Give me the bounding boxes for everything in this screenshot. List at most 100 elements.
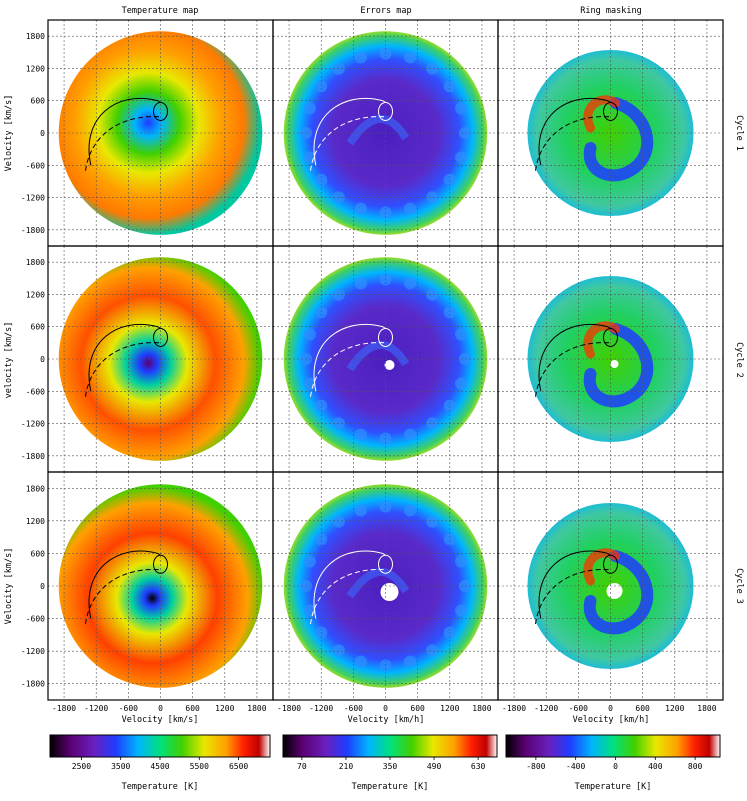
x-tick-label: 0 (158, 704, 163, 713)
row-title-cycle-1: Cycle 1 (734, 115, 744, 151)
colorbar-tick-label: 2500 (72, 762, 91, 771)
colorbar-tick-label: 4500 (150, 762, 169, 771)
error-spot (332, 288, 345, 301)
error-spot (354, 202, 367, 215)
error-spot (426, 62, 439, 75)
colorbar-label: Temperature [K] (575, 782, 652, 792)
colorbar-tick-label: -400 (566, 762, 585, 771)
x-tick-label: 0 (608, 704, 613, 713)
y-tick-labels: -1800 -1200 -600 0 600 1200 1800 -1800 -1200 -600… (21, 32, 45, 689)
colorbar-tick-label: 6500 (229, 762, 248, 771)
colorbar-2: 70 210 350 490 630 Temperature [K] (282, 734, 498, 792)
keplerian-stream-line (310, 342, 386, 397)
map-panel-r1-c2 (272, 19, 499, 247)
colorbar-tick-label: 800 (688, 762, 703, 771)
y-tick-label: 0 (40, 582, 45, 591)
column-title-temperature: Temperature map (122, 6, 199, 16)
map-panel-r2-c3 (497, 245, 724, 473)
y-tick-label: -1200 (21, 194, 45, 203)
keplerian-stream-line (310, 116, 386, 171)
x-tick-label: -600 (119, 704, 138, 713)
y-axis-label-row-2: velocity [km/s] (4, 322, 14, 399)
x-tick-label: 0 (383, 704, 388, 713)
error-spot (426, 417, 439, 430)
ballistic-stream-line (88, 550, 161, 619)
error-spot (354, 277, 367, 290)
y-tick-label: 0 (40, 129, 45, 138)
masked-region (384, 360, 395, 370)
y-axis-label-row-3: Velocity [km/s] (4, 548, 14, 625)
colorbar-tick-label: 210 (339, 762, 354, 771)
colorbar-3: -800 -400 0 400 800 Temperature [K] (505, 734, 721, 792)
column-title-errors: Errors map (360, 6, 411, 16)
error-spot (404, 277, 417, 290)
error-spot (455, 102, 468, 115)
y-tick-label: 1200 (26, 64, 45, 73)
cold-spiral-arm (583, 550, 654, 635)
error-spot (303, 102, 316, 115)
x-axis-label-col-3: Velocity [km/h] (573, 715, 650, 725)
error-spot (404, 428, 417, 441)
colorbar-gradient (282, 734, 498, 758)
error-spot (458, 580, 471, 592)
error-spot (332, 62, 345, 75)
colorbar-tick-label: 400 (648, 762, 663, 771)
error-spiral (346, 115, 410, 146)
ballistic-stream-line (313, 97, 386, 166)
x-tick-labels: -1800 -1200 -600 0 600 1200 1800 -1800 -1200 -600… (52, 704, 717, 713)
colorbar-tick-label: 70 (297, 762, 307, 771)
ballistic-stream-line (538, 97, 611, 166)
error-spot (443, 399, 456, 412)
error-spot (455, 555, 468, 568)
keplerian-stream-line (85, 342, 161, 397)
x-tick-label: -1200 (309, 704, 333, 713)
panel-frame (497, 471, 724, 701)
error-spot (426, 515, 439, 528)
error-spot (315, 173, 328, 186)
colorbar-tick-label: 630 (471, 762, 486, 771)
error-spot (443, 533, 456, 546)
ballistic-stream-line (538, 550, 611, 619)
error-spot (458, 127, 471, 139)
map-panel-r2-c1 (47, 245, 274, 473)
x-tick-label: 1800 (247, 704, 266, 713)
error-spot (354, 655, 367, 668)
masked-region (380, 583, 399, 601)
error-spot (455, 604, 468, 617)
error-spot (426, 644, 439, 657)
keplerian-stream-line (535, 569, 611, 625)
error-spot (332, 644, 345, 657)
error-spot (332, 515, 345, 528)
error-spot (332, 417, 345, 430)
y-tick-label: 1800 (26, 258, 45, 267)
y-axis-label-row-1: Velocity [km/s] (4, 95, 14, 172)
y-axis-labels: Velocity [km/s] velocity [km/s] Velocity… (4, 95, 14, 625)
error-spot (426, 191, 439, 204)
error-spot (315, 80, 328, 93)
colorbar-gradient (49, 734, 271, 758)
ballistic-stream-line (88, 97, 161, 166)
error-spot (315, 306, 328, 319)
x-tick-label: -1800 (277, 704, 301, 713)
error-spot (404, 202, 417, 215)
map-panel-r2-c2 (272, 245, 499, 473)
x-tick-label: -600 (569, 704, 588, 713)
error-spot (354, 504, 367, 517)
x-axis-labels: Velocity [km/s] Velocity [km/h] Velocity… (122, 715, 650, 725)
keplerian-stream-line (85, 569, 161, 625)
colorbar-tick-label: 5500 (190, 762, 209, 771)
x-tick-label: 1800 (472, 704, 491, 713)
x-tick-label: 1800 (697, 704, 716, 713)
keplerian-stream-line (310, 569, 386, 625)
colorbar-tick-label: 490 (427, 762, 442, 771)
x-axis-label-col-1: Velocity [km/s] (122, 715, 199, 725)
keplerian-stream-line (535, 342, 611, 397)
y-tick-label: -1800 (21, 452, 45, 461)
error-spot (354, 51, 367, 64)
hot-spiral-arm (583, 548, 620, 586)
y-tick-label: 600 (31, 323, 46, 332)
x-tick-label: 600 (635, 704, 650, 713)
y-tick-label: -1800 (21, 680, 45, 689)
y-tick-label: -600 (26, 615, 45, 624)
